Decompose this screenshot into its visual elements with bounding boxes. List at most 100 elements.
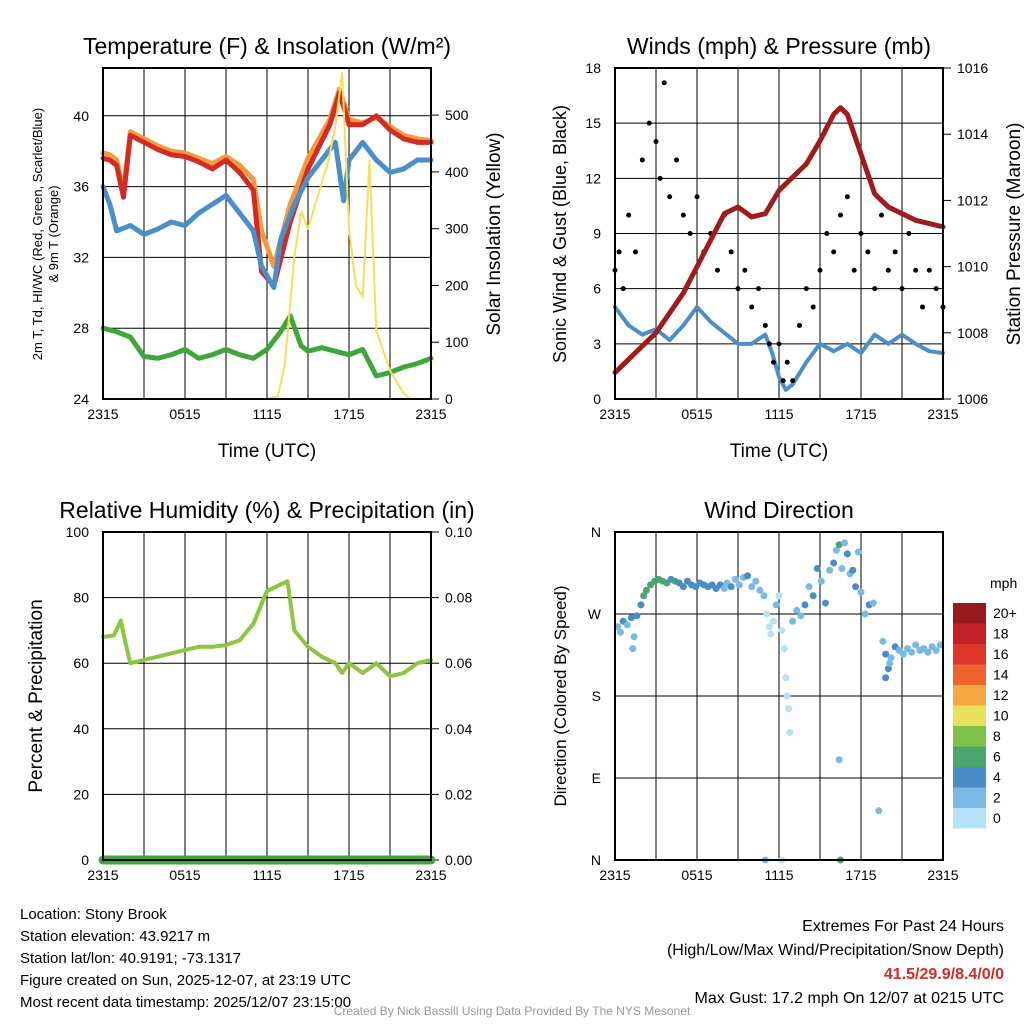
gust-point — [646, 120, 652, 126]
gust-point — [674, 157, 679, 163]
legend-swatch — [953, 808, 986, 829]
y-tick-label: 28 — [73, 320, 89, 336]
x-tick-label: 1715 — [845, 406, 876, 422]
y-tick-label: N — [591, 852, 601, 868]
gust-point — [865, 249, 871, 255]
direction-point — [908, 648, 916, 656]
y-tick-label: 0 — [81, 852, 89, 868]
extremes-subtitle: (High/Low/Max Wind/Precipitation/Snow De… — [666, 942, 1004, 959]
direction-point — [852, 583, 860, 591]
gust-point — [667, 194, 673, 200]
direction-point — [679, 583, 687, 591]
gust-point — [620, 286, 626, 292]
direction-point — [760, 592, 768, 600]
y-tick-label: 9 — [593, 226, 601, 242]
y-tick-label: 6 — [593, 281, 601, 297]
gust-point — [735, 286, 741, 292]
gust-point — [766, 341, 772, 347]
legend-title: mph — [990, 575, 1017, 591]
direction-point — [780, 645, 788, 653]
direction-point — [640, 592, 648, 600]
y-tick-label: 40 — [73, 721, 89, 737]
y-tick-label: W — [588, 606, 602, 622]
gust-point — [879, 212, 884, 218]
gust-point — [803, 286, 809, 292]
legend-swatch — [953, 705, 986, 726]
direction-point — [756, 586, 764, 594]
gust-point — [926, 267, 932, 273]
gust-point — [872, 286, 878, 292]
direction-point — [642, 586, 650, 594]
x-tick-label: 1115 — [252, 406, 281, 422]
legend-label: 14 — [993, 667, 1009, 683]
direction-point — [869, 599, 877, 607]
direction-point — [772, 601, 780, 609]
y-axis-label: Percent & Precipitation — [26, 599, 47, 792]
y-tick-label: 24 — [73, 391, 89, 407]
direction-point — [854, 548, 862, 556]
direction-point — [720, 584, 728, 592]
legend-label: 18 — [993, 626, 1009, 642]
direction-point — [879, 637, 887, 645]
x-tick-label: 1115 — [764, 867, 793, 883]
gust-point — [776, 341, 782, 347]
direction-point — [882, 650, 890, 658]
x-tick-label: 0515 — [169, 867, 200, 883]
direction-point — [899, 650, 907, 658]
gust-point — [626, 212, 632, 218]
direction-point — [727, 583, 735, 591]
gust-point — [906, 231, 912, 236]
direction-point — [770, 617, 778, 625]
y2-axis-label: Solar Insolation (Yellow) — [484, 132, 505, 335]
direction-point — [789, 617, 797, 625]
legend-swatch — [953, 787, 986, 808]
x-tick-label: 2315 — [927, 406, 958, 422]
x-tick-label: 2315 — [415, 867, 446, 883]
y2-tick-label: 0.08 — [445, 590, 472, 606]
series-td — [100, 313, 434, 379]
y-axis-label: Direction (Colored By Speed) — [551, 585, 570, 806]
direction-point — [630, 633, 638, 641]
y-axis-label-2: & 9m T (Orange) — [46, 185, 61, 282]
x-tick-label: 1115 — [764, 406, 793, 422]
x-axis-label: Time (UTC) — [730, 441, 829, 462]
y2-axis-label: Station Pressure (Maroon) — [1004, 123, 1024, 346]
direction-point — [830, 559, 838, 567]
gust-point — [858, 231, 864, 236]
gust-point — [749, 304, 755, 310]
gust-point — [616, 249, 622, 255]
gust-point — [742, 267, 748, 273]
x-axis-label: Time (UTC) — [218, 441, 317, 462]
y-tick-label: 18 — [585, 60, 601, 76]
gust-point — [756, 286, 761, 292]
direction-point — [629, 645, 637, 653]
direction-point — [748, 583, 756, 591]
x-tick-label: 2315 — [927, 867, 958, 883]
legend-label: 8 — [993, 728, 1001, 744]
gust-point — [657, 175, 663, 181]
direction-point — [627, 614, 635, 622]
y-tick-label: 15 — [585, 115, 601, 131]
direction-point — [882, 674, 890, 682]
legend-label: 2 — [993, 790, 1001, 806]
y-tick-label: 80 — [73, 590, 89, 606]
direction-point — [775, 592, 783, 600]
direction-point — [623, 621, 631, 629]
legend-swatch — [953, 726, 986, 747]
gust-point — [762, 322, 768, 328]
plot-frame — [102, 531, 432, 861]
direction-point — [778, 626, 786, 634]
location: Location: Stony Brook — [20, 906, 167, 923]
y-tick-label: S — [592, 688, 601, 704]
y2-tick-label: 500 — [445, 107, 469, 123]
direction-point — [849, 566, 857, 574]
extremes-title: Extremes For Past 24 Hours — [802, 918, 1004, 935]
gust-point — [780, 378, 786, 384]
x-tick-label: 1715 — [333, 867, 364, 883]
series-2m-t — [100, 90, 434, 289]
legend-swatch — [953, 623, 986, 644]
chart-title: Winds (mph) & Pressure (mb) — [627, 33, 931, 59]
legend-label: 6 — [993, 749, 1001, 765]
x-tick-label: 1115 — [252, 867, 281, 883]
